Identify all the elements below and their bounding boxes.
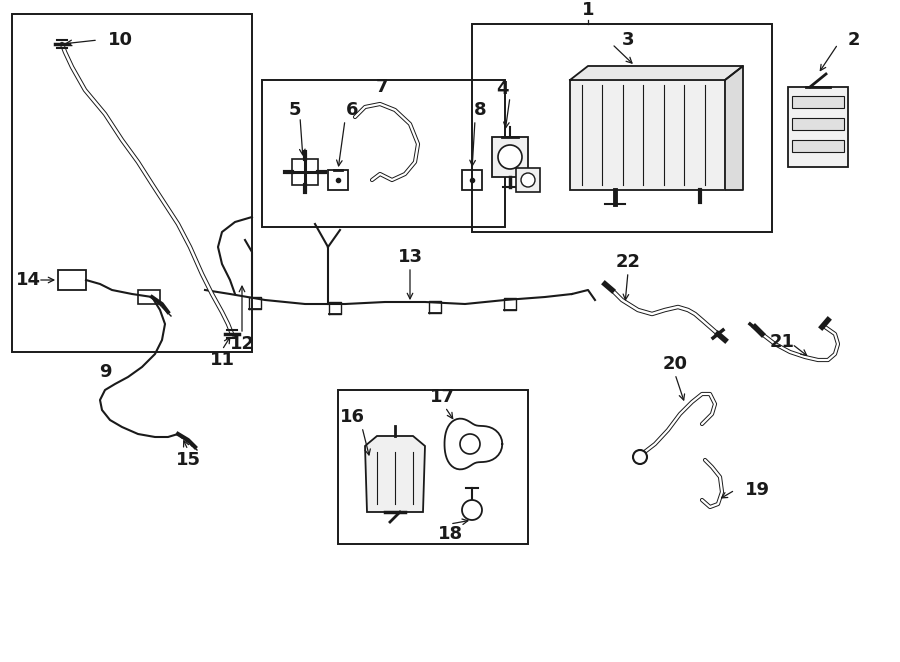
Text: 13: 13 — [398, 248, 422, 266]
Text: 20: 20 — [662, 355, 688, 373]
Text: 21: 21 — [770, 333, 795, 351]
Text: 5: 5 — [289, 101, 302, 119]
Text: 8: 8 — [473, 101, 486, 119]
Bar — [792, 96, 844, 108]
Text: 15: 15 — [176, 451, 201, 469]
Text: 3: 3 — [622, 31, 634, 49]
Bar — [338, 390, 528, 544]
Polygon shape — [725, 66, 743, 190]
Bar — [292, 159, 318, 185]
Text: 1: 1 — [581, 1, 594, 19]
Circle shape — [633, 450, 647, 464]
Bar — [570, 80, 725, 190]
Bar — [492, 137, 528, 177]
Bar — [792, 118, 844, 130]
Text: 11: 11 — [210, 351, 235, 369]
Polygon shape — [570, 66, 743, 80]
Text: 10: 10 — [108, 31, 133, 49]
Text: 9: 9 — [99, 363, 112, 381]
Bar — [462, 170, 482, 190]
Bar — [262, 80, 505, 227]
Text: 17: 17 — [429, 388, 454, 406]
Circle shape — [498, 145, 522, 169]
Bar — [788, 87, 848, 167]
Bar — [328, 170, 348, 190]
Text: 12: 12 — [230, 335, 255, 353]
Text: 2: 2 — [848, 31, 860, 49]
Bar — [792, 140, 844, 152]
Bar — [58, 270, 86, 290]
Text: 19: 19 — [745, 481, 770, 499]
Text: 14: 14 — [15, 271, 40, 289]
Text: 18: 18 — [437, 525, 463, 543]
Text: 22: 22 — [616, 253, 641, 271]
Bar — [472, 24, 772, 232]
Bar — [138, 290, 160, 304]
Circle shape — [521, 173, 535, 187]
Text: 6: 6 — [346, 101, 358, 119]
Circle shape — [462, 500, 482, 520]
Polygon shape — [365, 436, 425, 512]
Text: 4: 4 — [496, 80, 508, 98]
Text: 16: 16 — [339, 408, 365, 426]
Bar — [516, 168, 540, 192]
Circle shape — [460, 434, 480, 454]
Bar — [12, 14, 252, 352]
Text: 7: 7 — [376, 78, 388, 96]
